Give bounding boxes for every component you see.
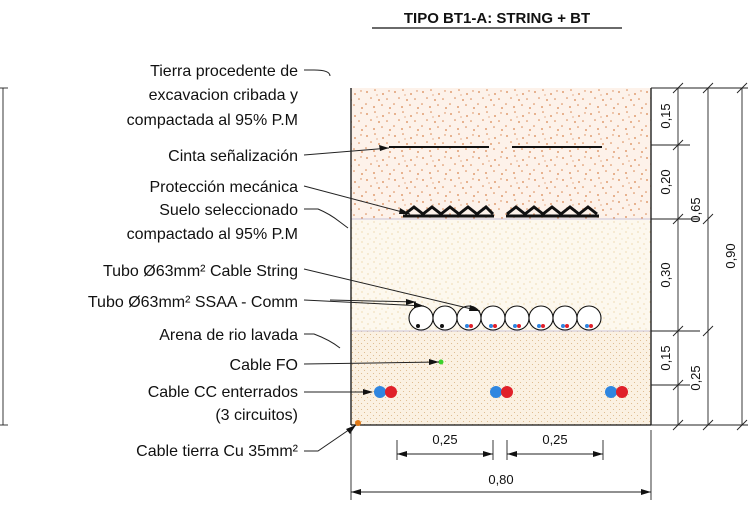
backfill-layer [351, 88, 651, 219]
label-backfill-3: compactada al 95% P.M [127, 112, 298, 129]
dim-080: 0,80 [488, 472, 513, 487]
dim-090: 0,90 [723, 243, 738, 268]
fiber-optic-cable [438, 359, 444, 365]
conduit-tube [576, 305, 602, 331]
section-title: TIPO BT1-A: STRING + BT [404, 10, 590, 27]
dim-015-bottom: 0,15 [658, 345, 673, 370]
conduit-tube [480, 305, 506, 331]
conduit-tube [432, 305, 458, 331]
conduit-tube [504, 305, 530, 331]
label-backfill-2: excavacion cribada y [149, 87, 298, 104]
sand-layer [351, 331, 651, 425]
dim-025-mid: 0,25 [542, 432, 567, 447]
label-dc-cables-1: Cable CC enterrados [148, 384, 298, 401]
label-aux-tube: Tubo Ø63mm² SSAA - Comm [88, 294, 298, 311]
dc-cables [374, 386, 628, 398]
label-selected-soil-1: Suelo seleccionado [159, 202, 298, 219]
label-warning-tape: Cinta señalización [168, 148, 298, 165]
label-backfill-1: Tierra procedente de [150, 63, 298, 80]
label-fiber: Cable FO [230, 357, 298, 374]
label-selected-soil-2: compactado al 95% P.M [127, 226, 298, 243]
dim-025-left: 0,25 [432, 432, 457, 447]
label-dc-cables-2: (3 circuitos) [215, 407, 298, 424]
dim-020: 0,20 [658, 169, 673, 194]
mechanical-protection [403, 205, 599, 218]
label-sand: Arena de rio lavada [159, 327, 298, 344]
conduit-group [408, 305, 602, 331]
conduit-tube [408, 305, 434, 331]
earth-cable [355, 420, 361, 426]
dim-065: 0,65 [688, 197, 703, 222]
dim-025-right: 0,25 [688, 365, 703, 390]
conduit-tube [552, 305, 578, 331]
conduit-tube [528, 305, 554, 331]
label-mechanical-protection: Protección mecánica [149, 179, 298, 196]
leader-lines [303, 69, 481, 452]
label-string-tube: Tubo Ø63mm² Cable String [103, 263, 298, 280]
dim-030: 0,30 [658, 262, 673, 287]
dim-015-top: 0,15 [658, 103, 673, 128]
label-earth-cable: Cable tierra Cu 35mm² [136, 443, 299, 460]
dimension-lines [0, 82, 748, 500]
